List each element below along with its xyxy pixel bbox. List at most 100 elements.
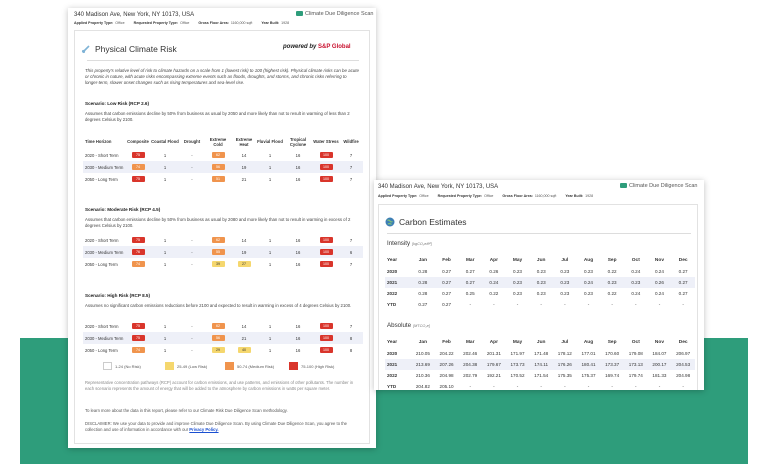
value-cell: 205.10 bbox=[439, 384, 454, 389]
table-row: 2050 - Long Term 74 1 - 39 27 1 16 100 7 bbox=[83, 258, 363, 270]
value-cell: 0.22 bbox=[607, 291, 617, 296]
month-header: Apr bbox=[489, 258, 498, 263]
value-cell: - bbox=[469, 384, 471, 389]
value-cell: 202.79 bbox=[463, 373, 478, 378]
value-cell: 173.37 bbox=[600, 359, 624, 370]
month-header: Jan bbox=[418, 258, 428, 263]
risk-score: 21 bbox=[241, 176, 247, 182]
value-cell: - bbox=[611, 302, 613, 307]
value-cell: - bbox=[564, 384, 566, 389]
risk-score: 7 bbox=[339, 161, 363, 173]
value-cell: 0.27 bbox=[418, 302, 428, 307]
risk-score-badge: 75 bbox=[131, 237, 145, 243]
value-cell: 0.22 bbox=[489, 291, 499, 296]
risk-score: - bbox=[191, 261, 193, 267]
value-cell: 0.27 bbox=[678, 291, 688, 296]
risk-score: 1 bbox=[257, 246, 283, 258]
table-row: 2030 - Medium Term 75 1-56 21 1 16 100 8 bbox=[83, 332, 363, 344]
privacy-policy-link[interactable]: Privacy Policy. bbox=[189, 427, 219, 433]
powered-by-sp-global: powered by S&P Global bbox=[283, 44, 351, 50]
risk-score: - bbox=[191, 152, 193, 158]
month-header: Jun bbox=[536, 258, 546, 263]
disclaimer: DISCLAIMER: We use your data to provide … bbox=[85, 421, 348, 433]
table-row: 2020 - Short Term 75 1 - 62 14 1 16 100 7 bbox=[83, 149, 363, 161]
year-cell: YTD bbox=[387, 302, 397, 307]
value-cell: 0.27 bbox=[678, 269, 688, 274]
table-row: 2022 210.36 204.98 202.79 192.21 170.52 171.54… bbox=[385, 370, 695, 381]
risk-score-badge: 56 bbox=[211, 335, 225, 341]
intensity-table: Year Jan Feb Mar Apr May Jun Jul Aug Sep Oct Nov Dec… bbox=[385, 255, 695, 310]
month-header: Apr bbox=[489, 340, 498, 345]
risk-score-badge: 75 bbox=[131, 176, 145, 182]
risk-score: 16 bbox=[283, 246, 313, 258]
value-cell: 0.27 bbox=[442, 291, 452, 296]
value-cell: - bbox=[469, 302, 471, 307]
risk-score-badge: 29 bbox=[211, 347, 225, 353]
value-cell: 0.28 bbox=[418, 291, 428, 296]
value-cell: 0.27 bbox=[442, 302, 452, 307]
value-cell: 0.27 bbox=[442, 269, 452, 274]
value-cell: 204.53 bbox=[671, 359, 695, 370]
risk-score-badge: 100 bbox=[319, 152, 333, 158]
value-cell: 0.23 bbox=[529, 277, 553, 288]
value-cell: - bbox=[493, 302, 495, 307]
month-header: May bbox=[512, 258, 523, 263]
column-header: Fluvial Flood bbox=[257, 139, 283, 144]
column-header: Coastal Flood bbox=[151, 139, 179, 144]
legend-swatch-low-risk bbox=[165, 362, 174, 370]
month-header: Nov bbox=[654, 340, 664, 345]
value-cell: 0.27 bbox=[434, 277, 459, 288]
value-cell: 170.52 bbox=[510, 373, 525, 378]
risk-score: 16 bbox=[283, 332, 313, 344]
column-header: Tropical Cyclone bbox=[289, 136, 307, 147]
value-cell: 180.41 bbox=[576, 359, 601, 370]
month-header: Nov bbox=[654, 258, 664, 263]
table-row: 2030 - Medium Term 76 1-55 19 1 16 100 6 bbox=[83, 246, 363, 258]
value-cell: 0.24 bbox=[482, 277, 506, 288]
value-cell: 0.24 bbox=[631, 291, 641, 296]
value-cell: - bbox=[493, 384, 495, 389]
value-cell: 0.27 bbox=[458, 277, 483, 288]
card-title: Physical Climate Risk bbox=[95, 44, 177, 54]
table-row: 2030 - Medium Term 74 1-56 19 1 16 100 7 bbox=[83, 161, 363, 173]
brand-header: Climate Due Diligence Scan bbox=[296, 11, 373, 17]
thermometer-icon bbox=[81, 45, 90, 54]
value-cell: - bbox=[635, 384, 637, 389]
month-header: Year bbox=[387, 340, 398, 345]
risk-score: 1 bbox=[268, 261, 272, 267]
risk-score: 8 bbox=[349, 347, 353, 353]
learn-more-text: To learn more about the data in this rep… bbox=[85, 408, 288, 413]
value-cell: 0.23 bbox=[553, 277, 577, 288]
risk-score: 1 bbox=[163, 261, 167, 267]
month-header: Jul bbox=[561, 258, 569, 263]
month-header: Feb bbox=[442, 258, 451, 263]
risk-score: 16 bbox=[283, 161, 313, 173]
risk-score-badge: 100 bbox=[319, 164, 333, 170]
value-cell: 0.22 bbox=[607, 269, 617, 274]
value-cell: - bbox=[587, 384, 590, 389]
scenario-title: Scenario: Low Risk (RCP 2.6) bbox=[85, 101, 149, 106]
value-cell: 0.23 bbox=[513, 291, 522, 296]
value-cell: 0.24 bbox=[576, 277, 601, 288]
legend-swatch-medium-risk bbox=[225, 362, 234, 370]
risk-score-badge: 55 bbox=[211, 249, 225, 255]
value-cell: 206.97 bbox=[676, 351, 691, 356]
month-header: Jun bbox=[536, 340, 546, 345]
value-cell: 0.23 bbox=[505, 277, 530, 288]
value-cell: 200.17 bbox=[647, 359, 672, 370]
legend-high-risk: 75-100 (High Risk) bbox=[301, 364, 335, 369]
value-cell: 0.23 bbox=[623, 277, 648, 288]
value-cell: 173.13 bbox=[623, 359, 648, 370]
risk-score: 16 bbox=[295, 176, 301, 182]
property-address: 340 Madison Ave, New York, NY 10173, USA bbox=[378, 184, 499, 190]
column-header: Wildfire bbox=[343, 139, 359, 144]
value-cell: 0.25 bbox=[465, 291, 475, 296]
risk-score: 1 bbox=[163, 152, 167, 158]
value-cell: - bbox=[658, 302, 661, 307]
year-cell: 2020 bbox=[387, 351, 398, 356]
value-cell: 174.11 bbox=[529, 359, 553, 370]
table-row: 2050 - Long Term 74 1 - 29 40 1 16 100 8 bbox=[83, 344, 363, 356]
risk-score-badge: 100 bbox=[319, 335, 333, 341]
value-cell: 192.21 bbox=[486, 373, 501, 378]
month-header: Feb bbox=[442, 340, 451, 345]
